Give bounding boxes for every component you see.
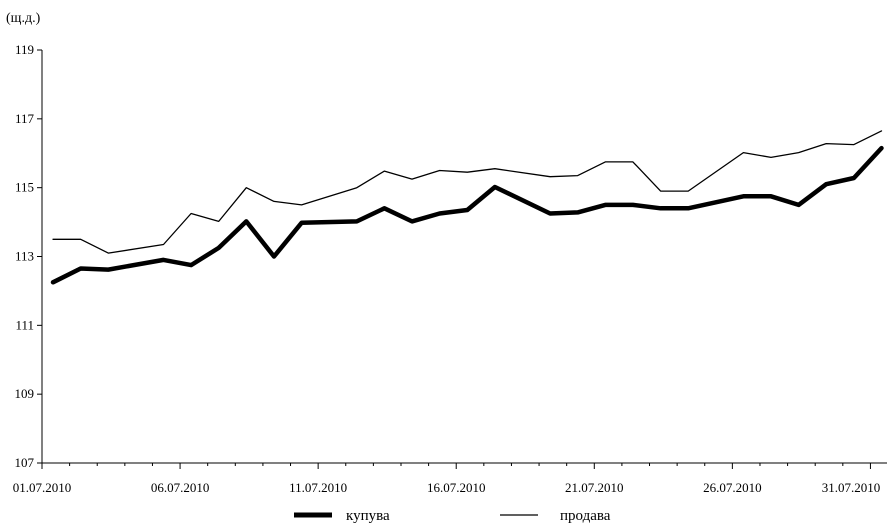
y-tick-label: 113	[15, 249, 34, 264]
y-tick-label: 119	[15, 42, 34, 57]
x-tick-label: 26.07.2010	[703, 480, 762, 495]
y-tick-label: 115	[15, 180, 34, 195]
series-line-1	[52, 130, 883, 254]
series-line-0	[50, 145, 884, 285]
x-tick-label: 21.07.2010	[565, 480, 624, 495]
axes: 107 109 111 113 115 117 119 01.07.2010 06.07.201…	[13, 42, 887, 495]
x-tick-label: 16.07.2010	[427, 480, 486, 495]
y-tick-label: 109	[15, 386, 35, 401]
y-unit-label: (щ.д.)	[6, 11, 41, 26]
x-tick-label: 01.07.2010	[13, 480, 72, 495]
y-tick-label: 107	[15, 455, 35, 470]
y-tick-label: 111	[15, 317, 34, 332]
y-tick-label: 117	[15, 111, 35, 126]
legend-label-sell: продава	[560, 508, 611, 524]
legend-item-sell: продава	[500, 508, 611, 524]
x-tick-label: 06.07.2010	[151, 480, 210, 495]
x-tick-label: 31.07.2010	[822, 480, 881, 495]
legend: купува продава	[294, 508, 611, 524]
legend-item-buy: купува	[294, 508, 390, 524]
series-layer	[50, 130, 884, 285]
legend-label-buy: купува	[346, 508, 390, 524]
x-tick-label: 11.07.2010	[289, 480, 347, 495]
